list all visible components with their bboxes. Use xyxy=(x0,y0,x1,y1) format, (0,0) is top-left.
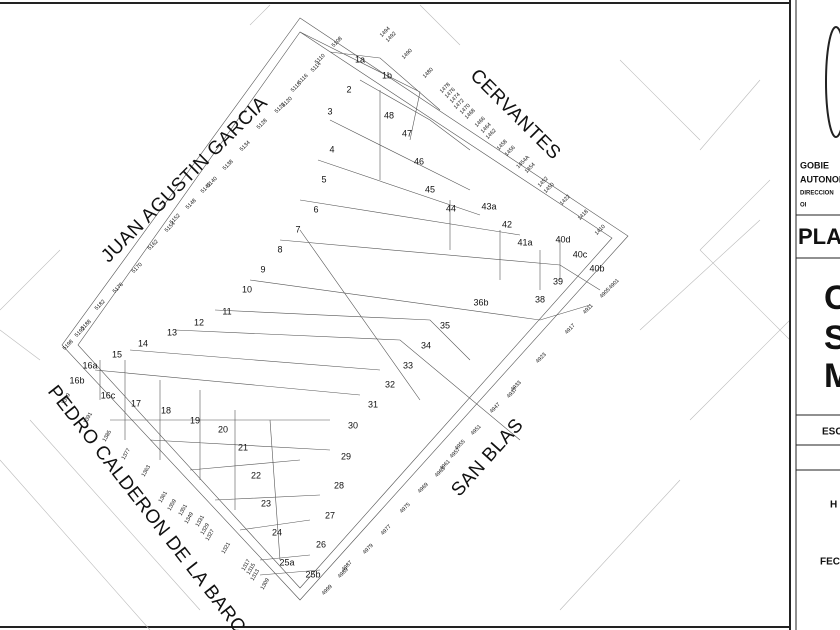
lot-number: 16a xyxy=(82,360,97,370)
lot-number: 44 xyxy=(446,203,456,213)
door-number: 1385 xyxy=(102,429,113,443)
door-number: 1313 xyxy=(250,568,261,582)
lot-number: 20 xyxy=(218,424,228,434)
panel-date: FEC xyxy=(820,557,840,568)
lot-number: 40d xyxy=(555,234,570,244)
lot-number: 40c xyxy=(573,249,588,259)
door-number: 1309 xyxy=(260,577,271,591)
door-number: 1321 xyxy=(221,541,232,555)
lot-number: 22 xyxy=(251,470,261,480)
lot-number: 30 xyxy=(348,420,358,430)
lot-number: 1b xyxy=(382,70,392,80)
lot-number: 6 xyxy=(313,204,318,214)
door-number: 1329 xyxy=(200,522,211,536)
lot-number: 33 xyxy=(403,360,413,370)
lot-number: 31 xyxy=(368,399,378,409)
surrounding-blocks xyxy=(0,4,791,630)
lot-number: 38 xyxy=(535,294,545,304)
lot-number: 10 xyxy=(242,284,252,294)
panel-scale: ESC xyxy=(822,427,840,438)
door-number: 1331 xyxy=(195,514,206,528)
lot-number: 21 xyxy=(238,442,248,452)
lot-number: 9 xyxy=(260,264,265,274)
lot-number: 39 xyxy=(553,276,563,286)
lot-number: 2 xyxy=(346,84,351,94)
lot-number: 12 xyxy=(194,317,204,327)
lot-number: 15 xyxy=(112,349,122,359)
logo xyxy=(825,26,840,138)
lot-number: 11 xyxy=(222,306,231,316)
lot-number: 36b xyxy=(473,297,488,307)
lot-number: 14 xyxy=(138,338,148,348)
block-outline xyxy=(61,17,629,601)
door-number: 1363 xyxy=(141,464,152,478)
lot-number: 24 xyxy=(272,527,282,537)
lot-number: 47 xyxy=(402,128,412,138)
lot-number: 8 xyxy=(277,244,282,254)
panel-name-line: M xyxy=(824,357,840,395)
panel-org-line: OI xyxy=(800,203,807,209)
panel-plan-title: PLAI xyxy=(798,224,840,249)
lot-number: 35 xyxy=(440,320,450,330)
panel-org-line: GOBIE xyxy=(800,160,829,170)
door-number: 1361 xyxy=(158,490,169,504)
door-number: 1359 xyxy=(167,498,178,512)
lot-number: 27 xyxy=(325,510,335,520)
panel-org-line: DIRECCION xyxy=(800,191,834,197)
door-number: 1315 xyxy=(246,562,257,576)
door-number: 1327 xyxy=(205,528,216,542)
lot-number: 29 xyxy=(341,451,351,461)
lot-number: 17 xyxy=(131,398,141,408)
lot-number: 3 xyxy=(327,106,332,116)
lot-number: 32 xyxy=(385,379,395,389)
lot-number: 18 xyxy=(161,405,171,415)
lot-number: 16b xyxy=(69,375,84,385)
lot-number: 16c xyxy=(101,390,116,400)
door-number: 1351 xyxy=(178,503,189,517)
lot-number: 43a xyxy=(481,201,496,211)
lot-number: 25a xyxy=(279,557,294,567)
door-number: 1349 xyxy=(184,511,195,525)
door-number: 1399 xyxy=(61,392,72,406)
panel-name-line: C xyxy=(824,279,840,317)
lot-number: 45 xyxy=(425,184,435,194)
lot-number: 19 xyxy=(190,415,200,425)
lot-number: 1a xyxy=(355,54,365,64)
lot-number: 26 xyxy=(316,539,326,549)
panel-org-line: AUTONOM xyxy=(800,174,840,184)
lot-number: 34 xyxy=(421,340,431,350)
lot-number: 13 xyxy=(167,327,177,337)
lot-number: 25b xyxy=(305,569,320,579)
lot-number: 23 xyxy=(261,498,271,508)
lot-number: 48 xyxy=(384,110,394,120)
lot-number: 7 xyxy=(295,224,300,234)
door-number: 1317 xyxy=(241,558,252,572)
door-number: 1391 xyxy=(83,411,94,425)
lot-number: 5 xyxy=(321,174,326,184)
lot-number: 46 xyxy=(414,156,424,166)
panel-name-line: S xyxy=(824,319,840,357)
lot-number: 40b xyxy=(589,263,604,273)
lot-number: 28 xyxy=(334,480,344,490)
title-panel xyxy=(789,0,840,630)
panel-field: H xyxy=(830,500,837,511)
lot-number: 41a xyxy=(517,237,532,247)
lot-number: 42 xyxy=(502,219,512,229)
door-number: 1377 xyxy=(121,447,132,461)
lot-number: 4 xyxy=(329,144,334,154)
